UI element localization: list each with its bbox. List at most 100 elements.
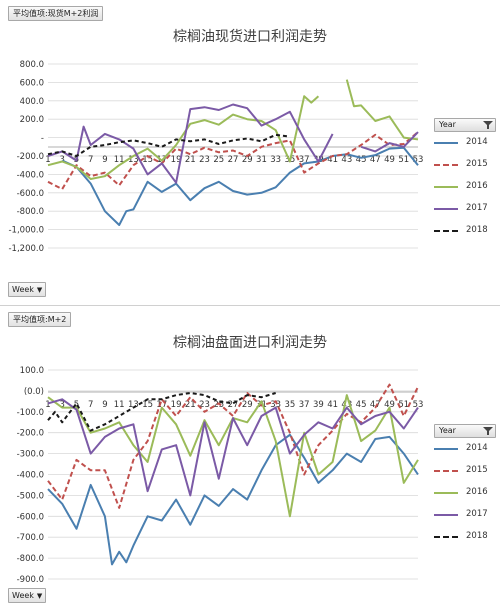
week-axis-button[interactable]: Week ▼: [8, 588, 47, 603]
x-tick-label: 47: [370, 400, 381, 410]
week-axis-label: Week: [12, 591, 34, 600]
x-tick-label: 11: [114, 400, 125, 410]
legend-item-2016: 2016: [434, 176, 496, 198]
line-chart: 100.0 (0.0) -100.0 -200.0 -300.0 -400.0 -500.0…: [17, 366, 424, 585]
y-tick-label: (0.0): [24, 387, 44, 397]
legend-item-2014: 2014: [434, 438, 496, 460]
x-tick-label: 9: [102, 155, 107, 165]
legend-label: 2014: [466, 137, 488, 147]
x-tick-label: 13: [128, 155, 139, 165]
y-tick-label: -800.0: [17, 554, 44, 564]
x-tick-label: 7: [88, 155, 93, 165]
x-tick-label: 49: [384, 155, 395, 165]
x-tick-label: 19: [171, 155, 182, 165]
x-tick-label: 27: [228, 400, 239, 410]
x-tick-label: 43: [341, 155, 352, 165]
y-tick-label: -200.0: [17, 152, 44, 162]
chart-title: 棕榈油现货进口利润走势: [173, 29, 327, 45]
y-tick-label: 600.0: [20, 78, 44, 88]
legend-swatch: [434, 230, 458, 232]
chevron-down-icon: ▼: [36, 286, 43, 294]
y-tick-label: -1,000.0: [8, 226, 44, 236]
y-tick-label: -100.0: [17, 408, 44, 418]
x-tick-label: 51: [398, 400, 409, 410]
x-tick-label: 11: [114, 155, 125, 165]
series-line-2014: [47, 433, 419, 566]
y-tick-label: 800.0: [20, 60, 44, 70]
y-tick-label: 200.0: [20, 115, 44, 125]
x-tick-label: 1: [45, 400, 50, 410]
legend-label: 2018: [466, 531, 488, 541]
week-axis-button[interactable]: Week ▼: [8, 282, 47, 297]
legend-label: 2017: [466, 203, 488, 213]
legend-header[interactable]: Year: [434, 424, 496, 438]
legend-item-2017: 2017: [434, 198, 496, 220]
x-tick-label: 13: [128, 400, 139, 410]
legend-swatch: [434, 142, 458, 144]
x-tick-label: 51: [398, 155, 409, 165]
x-tick-label: 3: [60, 155, 65, 165]
legend-header[interactable]: Year: [434, 118, 496, 132]
series-line-2014: [61, 146, 419, 226]
x-tick-label: 9: [102, 400, 107, 410]
y-tick-label: -: [41, 134, 44, 144]
series-line-2018: [47, 133, 291, 157]
x-tick-label: 15: [142, 155, 153, 165]
x-tick-label: 41: [327, 400, 338, 410]
legend-label: 2016: [466, 487, 488, 497]
legend-swatch: [434, 470, 458, 472]
x-tick-label: 29: [242, 400, 253, 410]
legend-item-2015: 2015: [434, 154, 496, 176]
x-tick-label: 37: [299, 400, 310, 410]
x-tick-label: 47: [370, 155, 381, 165]
line-chart: 800.0 600.0 400.0 200.0 - -200.0 -400.0 -600.0 -…: [8, 60, 424, 254]
x-tick-label: 53: [413, 400, 424, 410]
legend-item-2017: 2017: [434, 504, 496, 526]
legend-label: 2017: [466, 509, 488, 519]
filter-icon[interactable]: [483, 427, 493, 435]
x-tick-label: 27: [228, 155, 239, 165]
x-tick-label: 7: [88, 400, 93, 410]
pivot-field-button[interactable]: 平均值项:M+2: [8, 312, 72, 327]
x-tick-label: 3: [60, 400, 65, 410]
legend-swatch: [434, 536, 458, 538]
x-tick-label: 17: [156, 400, 167, 410]
legend: Year 2014 2015 2016 2017 2018: [434, 118, 496, 242]
y-tick-label: -600.0: [17, 189, 44, 199]
x-tick-label: 33: [270, 155, 281, 165]
x-tick-label: 1: [45, 155, 50, 165]
legend-header-label: Year: [439, 120, 456, 129]
x-tick-label: 21: [185, 400, 196, 410]
legend-header-label: Year: [439, 426, 456, 435]
x-tick-label: 45: [356, 155, 367, 165]
legend-label: 2015: [466, 465, 488, 475]
series-line-2018: [47, 392, 276, 432]
legend-swatch: [434, 492, 458, 494]
legend-swatch: [434, 186, 458, 188]
x-tick-label: 45: [356, 400, 367, 410]
chart-title: 棕榈油盘面进口利润走势: [173, 335, 327, 351]
chart-panel-futures: 平均值项:M+2 棕榈油盘面进口利润走势 100.0 (0.0) -100.0 -20…: [0, 305, 500, 611]
y-tick-label: -800.0: [17, 207, 44, 217]
pivot-field-button[interactable]: 平均值项:现货M+2利润: [8, 6, 104, 21]
x-tick-label: 43: [341, 400, 352, 410]
x-tick-label: 31: [256, 155, 267, 165]
y-tick-label: 400.0: [20, 97, 44, 107]
x-tick-label: 15: [142, 400, 153, 410]
legend-swatch: [434, 208, 458, 210]
series-line-2015: [47, 131, 419, 191]
x-tick-label: 53: [413, 155, 424, 165]
legend-item-2018: 2018: [434, 220, 496, 242]
legend-item-2015: 2015: [434, 460, 496, 482]
y-tick-label: -900.0: [17, 575, 44, 585]
week-axis-label: Week: [12, 285, 34, 294]
filter-icon[interactable]: [483, 121, 493, 129]
y-tick-label: -300.0: [17, 450, 44, 460]
series-line-2016: [47, 394, 419, 518]
x-tick-label: 19: [171, 400, 182, 410]
chart-panel-spot: 平均值项:现货M+2利润 棕榈油现货进口利润走势 800.0 600.0 400.0…: [0, 0, 500, 305]
x-tick-label: 29: [242, 155, 253, 165]
x-tick-label: 21: [185, 155, 196, 165]
legend-item-2014: 2014: [434, 132, 496, 154]
x-tick-label: 35: [285, 400, 296, 410]
